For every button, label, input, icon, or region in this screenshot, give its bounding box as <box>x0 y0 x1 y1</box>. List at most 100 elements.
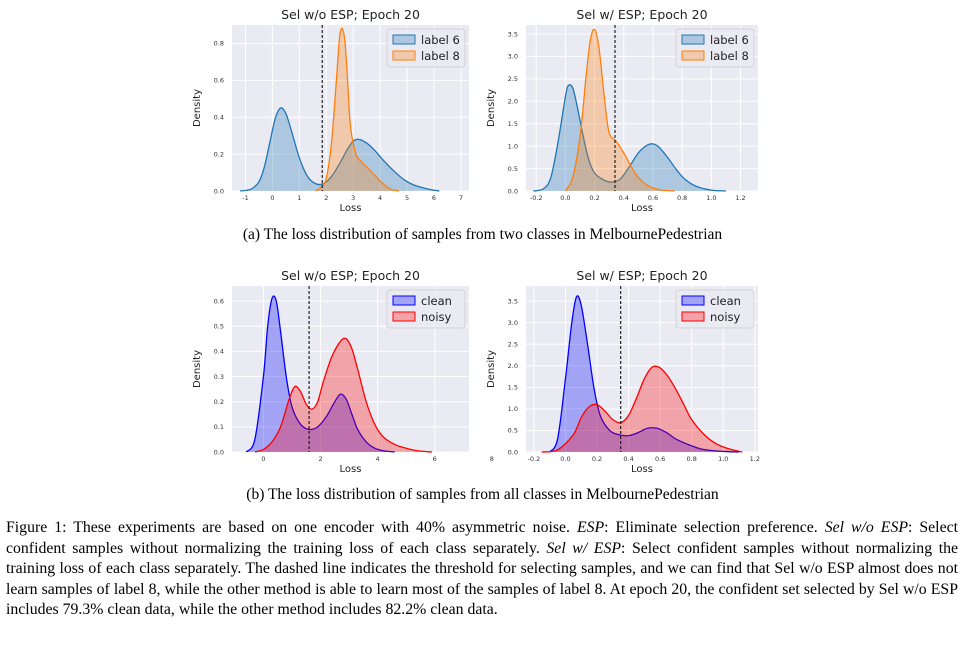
legend-swatch <box>392 295 416 306</box>
chart-b-right: -0.2 0.0 0.2 0.4 0.6 0.8 1.0 1.2 0.0 0.5 1.0 1.5 2.0… <box>480 265 770 475</box>
y-tick-label: 3.0 <box>508 53 518 61</box>
x-tick-label: 6 <box>433 455 437 463</box>
legend-swatch <box>681 34 705 45</box>
legend-label: noisy <box>710 310 741 324</box>
y-tick-label: 0.0 <box>508 187 518 195</box>
y-tick-label: 0.1 <box>214 423 224 431</box>
caption-esp-term: ESP <box>576 519 605 536</box>
x-tick-label: -1 <box>242 194 248 202</box>
y-tick-label: 0.0 <box>214 448 224 456</box>
y-axis-label: Density <box>486 89 497 127</box>
x-tick-label: 6 <box>432 194 436 202</box>
y-tick-label: 0.5 <box>214 323 224 331</box>
legend-label: label 8 <box>710 49 749 63</box>
legend-swatch <box>392 34 416 45</box>
y-tick-label: 0.8 <box>214 40 224 48</box>
legend-box <box>675 28 755 68</box>
legend-box <box>386 289 466 329</box>
y-axis-label: Density <box>486 350 497 388</box>
legend-label: label 6 <box>710 33 749 47</box>
y-tick-label: 0.2 <box>214 398 224 406</box>
chart-a-left-svg: -1 0 1 2 3 4 5 6 7 0.0 0.2 0.4 0.6 0.8 Sel w/o ESP; Ep… <box>192 7 469 214</box>
y-tick-label: 0.6 <box>214 297 224 305</box>
y-tick-label: 0.5 <box>508 165 518 173</box>
y-tick-label: 2.0 <box>508 98 518 106</box>
chart-title: Sel w/ ESP; Epoch 20 <box>576 268 707 283</box>
y-tick-label: 2.5 <box>508 341 518 349</box>
density-line-label-6 <box>533 84 726 192</box>
x-tick-label: 0.4 <box>619 194 629 202</box>
density-area-clean <box>246 296 395 452</box>
chart-a-right: -0.2 0.0 0.2 0.4 0.6 0.8 1.0 1.2 0.0 0.5 1.0 1.5 2.0… <box>480 4 770 214</box>
caption-selw-term: Sel w/ ESP <box>546 539 622 557</box>
y-axis-label: Density <box>192 350 203 388</box>
y-tick-label: 0.3 <box>214 373 224 381</box>
chart-title: Sel w/o ESP; Epoch 20 <box>281 268 420 283</box>
x-tick-label: 0.8 <box>687 455 697 463</box>
legend-label: label 8 <box>421 49 460 63</box>
x-tick-label: 5 <box>405 194 409 202</box>
caption-part-4: : Select confident samples without norma… <box>6 539 958 619</box>
y-axis-label: Density <box>192 89 203 127</box>
legend-label: clean <box>421 294 452 308</box>
legend-swatch <box>681 50 705 61</box>
y-tick-label: 1.0 <box>508 142 518 150</box>
chart-b-left: 0 2 4 6 8 0.0 0.1 0.2 0.3 0.4 0.5 0.6 Sel w/o ESP; E… <box>190 265 494 475</box>
density-area-label-8 <box>565 29 675 192</box>
x-tick-label: 1.0 <box>706 194 716 202</box>
legend-label: noisy <box>421 310 452 324</box>
x-tick-label: 0.0 <box>560 455 570 463</box>
chart-title: Sel w/o ESP; Epoch 20 <box>281 7 420 22</box>
x-tick-label: 4 <box>376 455 380 463</box>
chart-b-right-svg: -0.2 0.0 0.2 0.4 0.6 0.8 1.0 1.2 0.0 0.5 1.0 1.5 2.0… <box>486 268 760 475</box>
x-tick-label: 0.0 <box>560 194 570 202</box>
y-tick-label: 1.5 <box>508 384 518 392</box>
y-tick-label: 1.5 <box>508 120 518 128</box>
y-tick-label: 0.6 <box>214 77 224 85</box>
y-tick-label: 0.0 <box>214 187 224 195</box>
subcaption-a: (a) The loss distribution of samples fro… <box>242 226 723 243</box>
y-tick-label: 3.0 <box>508 319 518 327</box>
chart-a-right-svg: -0.2 0.0 0.2 0.4 0.6 0.8 1.0 1.2 0.0 0.5 1.0 1.5 2.0… <box>486 7 758 214</box>
x-tick-label: 1 <box>297 194 301 202</box>
x-tick-label: 1.2 <box>735 194 745 202</box>
y-tick-label: 2.5 <box>508 75 518 83</box>
legend-box <box>675 289 755 329</box>
legend-swatch <box>681 295 705 306</box>
x-tick-label: 3 <box>351 194 355 202</box>
x-axis-label: Loss <box>631 203 653 214</box>
figure-caption: Figure 1: These experiments are based on… <box>6 518 958 621</box>
density-line-clean <box>245 295 395 453</box>
x-tick-label: 8 <box>490 455 494 463</box>
density-line-label-8 <box>315 27 400 192</box>
legend-label: label 6 <box>421 33 460 47</box>
x-tick-label: 7 <box>459 194 463 202</box>
x-tick-label: 0.6 <box>655 455 665 463</box>
x-tick-label: 2 <box>318 455 322 463</box>
y-tick-label: 3.5 <box>508 297 518 305</box>
x-tick-label: 0 <box>261 455 265 463</box>
x-tick-label: 0.8 <box>677 194 687 202</box>
x-tick-label: 0.2 <box>589 194 599 202</box>
y-tick-label: 2.0 <box>508 362 518 370</box>
subcaption-b: (b) The loss distribution of samples fro… <box>246 486 719 503</box>
legend-swatch <box>392 50 416 61</box>
legend-swatch <box>681 311 705 322</box>
x-tick-label: 0.4 <box>623 455 633 463</box>
legend-swatch <box>392 311 416 322</box>
x-tick-label: 0 <box>270 194 274 202</box>
density-line-label-6 <box>239 107 440 192</box>
x-axis-label: Loss <box>340 203 362 214</box>
y-tick-label: 1.0 <box>508 405 518 413</box>
x-axis-label: Loss <box>340 464 362 475</box>
density-area-label-6 <box>533 84 726 191</box>
y-tick-label: 0.2 <box>214 150 224 158</box>
density-line-label-8 <box>564 28 675 192</box>
x-tick-label: 0.2 <box>592 455 602 463</box>
y-tick-label: 3.5 <box>508 30 518 38</box>
y-tick-label: 0.0 <box>508 448 518 456</box>
x-tick-label: 2 <box>324 194 328 202</box>
density-area-label-6 <box>240 107 440 191</box>
y-tick-label: 0.5 <box>508 427 518 435</box>
density-area-clean <box>549 295 740 452</box>
